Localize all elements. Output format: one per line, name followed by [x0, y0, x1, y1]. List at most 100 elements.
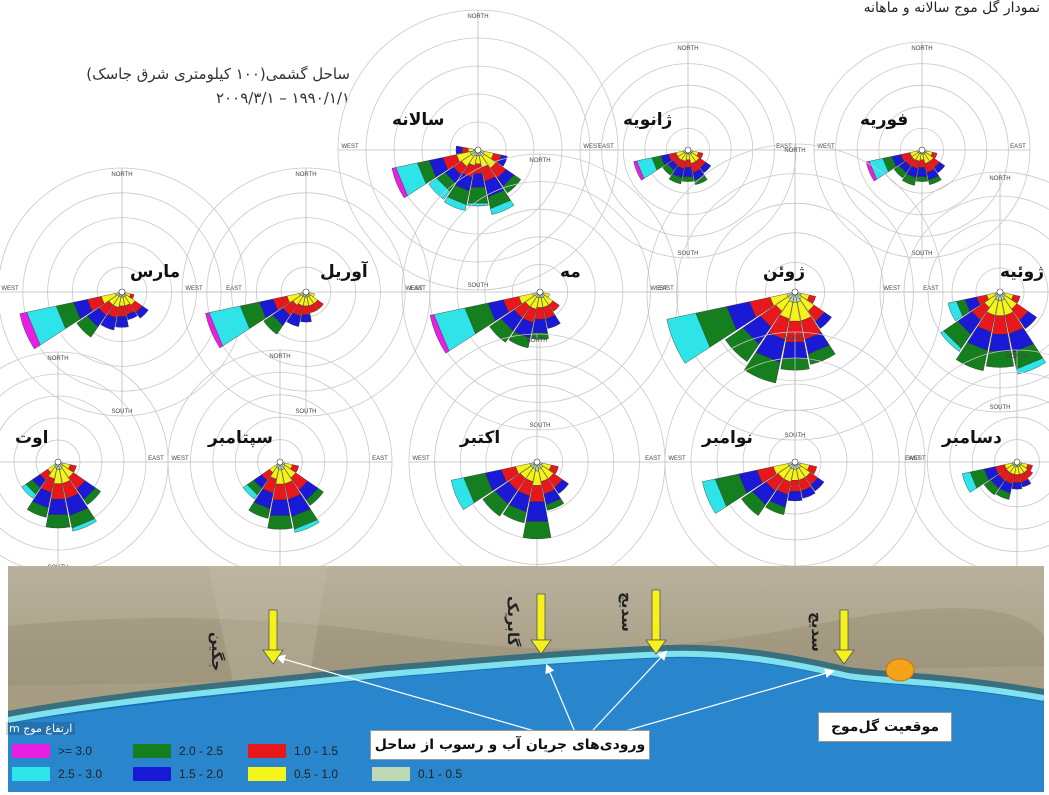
compass-north-label: NORTH [989, 176, 1010, 182]
compass-west-label: WEST [668, 456, 686, 462]
rose-petal-segment [391, 167, 408, 199]
compass-west-label: WEST [583, 144, 601, 150]
site-name: ساحل گشمی(۱۰۰ کیلومتری شرق جاسک) [86, 65, 350, 83]
rose-title-august: اوت [15, 428, 49, 448]
rose-petal-segment [76, 315, 99, 338]
rose-petal-segment [489, 318, 514, 343]
rose-center [918, 146, 926, 154]
buoy-marker [885, 658, 915, 682]
compass-north-label: NORTH [47, 356, 68, 362]
rose-petal-segment [502, 174, 522, 194]
legend-label: 0.5 - 1.0 [294, 767, 339, 781]
rose-petal-segment [916, 167, 928, 178]
rose-petal-segment [545, 314, 561, 329]
compass-west-label: WEST [171, 456, 189, 462]
compass-west-label: WEST [405, 286, 423, 292]
legend-label: 1.0 - 1.5 [294, 744, 339, 758]
rose-petal-segment [100, 314, 117, 331]
rose-petal-segment [455, 145, 463, 155]
rose-petal-segment [83, 487, 102, 506]
compass-north-label: NORTH [467, 14, 488, 20]
legend-label: 2.5 - 3.0 [58, 767, 103, 781]
river-label-gabrik: گابریک [504, 596, 522, 647]
rose-petal-segment [429, 314, 450, 354]
river-arrow-3 [645, 589, 667, 655]
rose-petal-segment [267, 515, 293, 530]
river-label-sedij-2: سدیچ [808, 612, 826, 652]
rose-center [996, 288, 1004, 296]
rose-petal-segment [789, 480, 801, 492]
rose-petal-segment [19, 312, 41, 350]
rose-petal-segment [933, 161, 946, 174]
rose-petal-segment [940, 330, 962, 352]
rose-petal-segment [893, 165, 907, 179]
rose-petal-segment [986, 350, 1014, 368]
site-caption: ساحل گشمی(۱۰۰ کیلومتری شرق جاسک) ۱۹۹۰/۱/… [86, 62, 350, 110]
rose-title-march: مارس [130, 262, 181, 282]
rose-petal-segment [666, 312, 711, 364]
compass-south-label: SOUTH [468, 283, 489, 289]
rose-petal-segment [668, 173, 683, 185]
rose-petal-segment [1023, 468, 1034, 479]
wave-rose-3: NORTH SOUTH EAST WEST [0, 167, 247, 417]
rose-petal-segment [787, 491, 803, 502]
rose-petal-segment [300, 314, 312, 323]
legend-label: 1.5 - 2.0 [179, 767, 224, 781]
rose-title-january: ژانویه [623, 110, 673, 130]
rose-petal-segment [865, 160, 877, 182]
inflow-callout: ورودی‌های جریان آب و رسوب از ساحل [370, 730, 650, 760]
rose-petal-segment [1011, 482, 1023, 490]
legend-title: ارتفاع موج m [6, 722, 76, 735]
rose-petal-segment [490, 200, 515, 215]
rose-petal-segment [800, 486, 816, 499]
rose-title-february: فوریه [860, 110, 909, 130]
rose-petal-segment [126, 311, 138, 320]
rose-center [533, 458, 541, 466]
compass-north-label: NORTH [1006, 354, 1027, 360]
rose-petal-segment [522, 521, 552, 539]
rose-petal-segment [248, 502, 271, 519]
river-arrow-1 [262, 609, 284, 665]
compass-south-label: SOUTH [48, 565, 69, 566]
rose-petal-segment [741, 491, 766, 516]
wave-height-legend: ارتفاع موج m >= 3.0 2.0 - 2.5 1.0 - 1.5 … [0, 722, 462, 792]
rose-petal-segment [696, 152, 704, 159]
rose-center [276, 458, 284, 466]
rose-center [684, 146, 692, 154]
rose-petal-segment [694, 175, 708, 185]
rose-petal-segment [961, 471, 977, 493]
compass-south-label: SOUTH [530, 423, 551, 429]
rose-petal-segment [242, 484, 258, 500]
legend-label: 0.1 - 0.5 [418, 767, 463, 781]
rose-petal-segment [545, 498, 565, 511]
rose-title-november: نوامبر [702, 428, 753, 448]
compass-east-label: EAST [1010, 144, 1026, 150]
rose-petal-segment [928, 175, 942, 185]
river-label-sedij-1: سدیچ [618, 592, 636, 632]
rose-petal-segment [470, 173, 486, 189]
rose-center [1013, 458, 1021, 466]
legend-swatch [248, 767, 286, 781]
top-caption: نمودار گل موج سالانه و ماهانه [863, 0, 1040, 16]
rose-petal-segment [21, 483, 37, 499]
rose-petal-segment [765, 500, 786, 515]
rose-petal-segment [26, 501, 49, 518]
rose-petal-segment [930, 152, 938, 159]
rose-petal-segment [699, 161, 712, 174]
rose-petal-segment [50, 483, 66, 500]
rose-title-september: سپتامبر [208, 428, 274, 448]
rose-center [791, 458, 799, 466]
rose-petal-segment [482, 490, 509, 517]
rose-petal-segment [744, 352, 781, 384]
compass-east-label: EAST [776, 144, 792, 150]
rose-center [536, 288, 544, 296]
rose-ring [0, 351, 169, 566]
rose-petal-segment [461, 146, 469, 154]
rose-petal-segment [306, 488, 324, 506]
rose-petal-segment [682, 176, 694, 182]
rose-petal-segment [308, 303, 318, 314]
